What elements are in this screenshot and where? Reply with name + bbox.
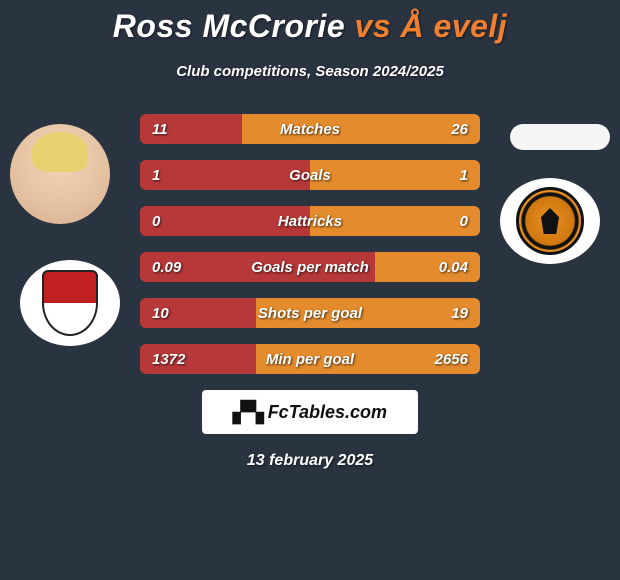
stat-row: 00Hattricks [140, 206, 480, 236]
stat-row: 13722656Min per goal [140, 344, 480, 374]
stat-row: 1126Matches [140, 114, 480, 144]
brand-icon: ▞▚ [233, 400, 264, 425]
stat-label: Shots per goal [140, 305, 480, 322]
vs-text: vs [355, 8, 392, 44]
stat-label: Min per goal [140, 351, 480, 368]
subtitle: Club competitions, Season 2024/2025 [0, 63, 620, 80]
stat-row: 0.090.04Goals per match [140, 252, 480, 282]
brand-box[interactable]: ▞▚ FcTables.com [202, 390, 418, 434]
date-text: 13 february 2025 [0, 452, 620, 470]
stat-label: Hattricks [140, 213, 480, 230]
player-a-name: Ross McCrorie [113, 8, 345, 44]
player-b-name: Å evelj [401, 8, 508, 44]
stat-label: Matches [140, 121, 480, 138]
stat-label: Goals per match [140, 259, 480, 276]
stats-area: 1126Matches 11Goals 00Hattricks 0.090.04Goa… [0, 114, 620, 374]
brand-text: FcTables.com [268, 402, 387, 423]
stat-row: 11Goals [140, 160, 480, 190]
stat-label: Goals [140, 167, 480, 184]
stat-row: 1019Shots per goal [140, 298, 480, 328]
stat-bars: 1126Matches 11Goals 00Hattricks 0.090.04Goa… [140, 114, 480, 374]
comparison-title: Ross McCrorie vs Å evelj [0, 0, 620, 45]
